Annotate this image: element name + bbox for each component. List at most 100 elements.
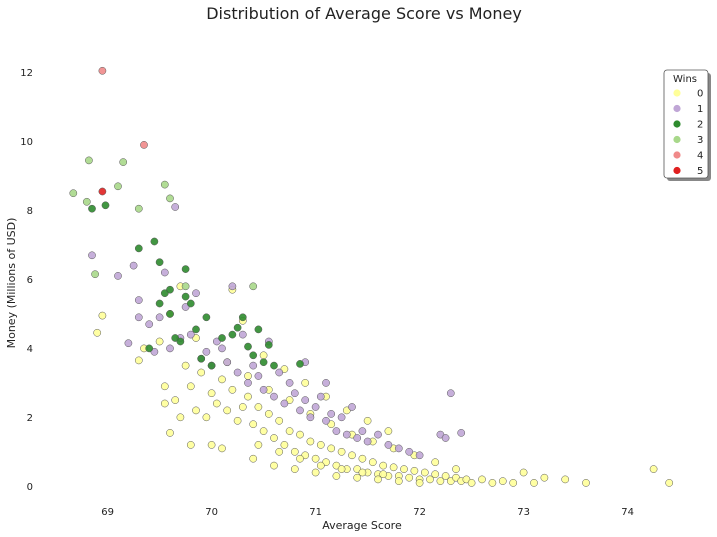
legend-box — [663, 69, 709, 179]
data-point-wins-1 — [155, 313, 164, 322]
data-point-wins-0 — [431, 470, 440, 479]
legend-label-wins-3: 3 — [697, 135, 703, 146]
data-point-wins-1 — [446, 389, 455, 398]
data-point-wins-5 — [98, 187, 107, 196]
data-point-wins-2 — [166, 285, 174, 294]
data-point-wins-4 — [98, 66, 107, 75]
data-point-wins-1 — [316, 392, 325, 401]
legend-marker-wins-0 — [673, 89, 681, 97]
data-point-wins-0 — [400, 465, 408, 473]
data-point-wins-1 — [322, 416, 330, 425]
legend-marker-wins-1 — [673, 104, 681, 113]
data-point-wins-0 — [316, 441, 325, 449]
data-point-wins-1 — [202, 347, 211, 356]
y-tick-label: 10 — [20, 137, 33, 148]
data-point-wins-0 — [134, 356, 143, 365]
data-point-wins-0 — [540, 473, 549, 482]
data-point-wins-0 — [186, 382, 195, 391]
y-tick-label: 12 — [20, 68, 33, 79]
data-point-wins-2 — [186, 299, 195, 308]
data-point-wins-2 — [181, 292, 190, 301]
data-point-wins-1 — [186, 330, 195, 339]
legend-marker-wins-4 — [673, 151, 681, 159]
data-point-wins-0 — [254, 441, 263, 449]
data-point-wins-1 — [358, 427, 367, 435]
data-point-wins-2 — [228, 330, 237, 339]
data-point-wins-0 — [420, 468, 429, 477]
data-point-wins-2 — [244, 342, 252, 351]
data-point-wins-1 — [145, 320, 154, 329]
data-point-wins-0 — [301, 379, 310, 387]
data-point-wins-0 — [488, 479, 497, 487]
data-point-wins-2 — [249, 351, 258, 360]
data-point-wins-1 — [342, 430, 351, 439]
x-tick-label: 74 — [621, 507, 634, 518]
data-point-wins-1 — [280, 399, 289, 408]
data-point-wins-0 — [207, 441, 216, 449]
data-point-wins-0 — [368, 458, 377, 467]
data-point-wins-3 — [160, 180, 169, 189]
data-point-wins-0 — [311, 468, 320, 477]
data-point-wins-0 — [509, 479, 518, 487]
data-point-wins-1 — [249, 361, 258, 370]
data-point-wins-1 — [296, 406, 304, 415]
data-point-wins-0 — [98, 311, 107, 320]
data-point-wins-0 — [249, 454, 258, 463]
data-point-wins-1 — [285, 379, 294, 387]
data-point-wins-0 — [394, 477, 403, 485]
data-point-wins-0 — [426, 475, 434, 484]
data-point-wins-1 — [228, 282, 237, 291]
data-point-wins-2 — [166, 310, 174, 318]
data-point-wins-2 — [254, 325, 263, 334]
data-point-wins-0 — [478, 475, 486, 484]
data-point-wins-3 — [82, 197, 91, 206]
data-point-wins-0 — [160, 382, 169, 391]
data-point-wins-0 — [498, 477, 507, 485]
data-point-wins-0 — [353, 473, 362, 482]
data-point-wins-0 — [202, 413, 211, 422]
data-point-wins-2 — [259, 358, 268, 367]
legend-label-wins-5: 5 — [697, 166, 703, 177]
data-point-wins-1 — [233, 368, 242, 377]
data-point-wins-0 — [244, 392, 252, 401]
data-point-wins-1 — [124, 339, 133, 348]
data-point-wins-3 — [166, 194, 174, 203]
data-point-wins-0 — [192, 406, 200, 415]
data-point-wins-1 — [134, 313, 143, 322]
data-point-wins-0 — [160, 399, 169, 408]
data-point-wins-0 — [441, 472, 450, 480]
data-point-wins-2 — [155, 299, 164, 308]
data-point-wins-2 — [238, 313, 247, 322]
data-point-wins-1 — [457, 429, 466, 437]
data-point-wins-3 — [249, 282, 258, 291]
data-point-wins-2 — [233, 323, 242, 332]
data-point-wins-1 — [384, 441, 393, 449]
data-point-wins-0 — [233, 416, 242, 425]
y-tick-label: 8 — [27, 206, 33, 217]
data-point-wins-1 — [327, 410, 336, 418]
data-point-wins-1 — [405, 447, 414, 456]
data-point-wins-0 — [306, 437, 315, 446]
data-point-wins-0 — [212, 399, 221, 408]
y-tick-label: 2 — [27, 413, 33, 424]
data-point-wins-1 — [363, 437, 372, 446]
data-point-wins-1 — [275, 368, 284, 377]
data-point-wins-3 — [134, 204, 143, 213]
data-point-wins-0 — [270, 434, 278, 442]
y-tick-label: 4 — [27, 344, 33, 355]
data-point-wins-1 — [332, 427, 341, 435]
x-axis-ticks: 69 70 71 72 73 74 — [101, 507, 634, 518]
x-tick-label: 69 — [101, 507, 114, 518]
data-point-wins-0 — [93, 328, 102, 337]
data-point-wins-1 — [394, 444, 403, 453]
data-point-wins-1 — [192, 289, 200, 298]
data-point-wins-0 — [259, 427, 268, 435]
data-point-wins-1 — [441, 434, 450, 442]
data-point-wins-3 — [119, 158, 128, 166]
data-point-wins-3 — [91, 270, 99, 279]
data-point-wins-0 — [238, 403, 247, 411]
data-point-wins-0 — [530, 479, 538, 487]
data-point-wins-0 — [561, 475, 570, 484]
data-point-wins-1 — [270, 392, 278, 401]
data-point-wins-1 — [218, 344, 226, 353]
